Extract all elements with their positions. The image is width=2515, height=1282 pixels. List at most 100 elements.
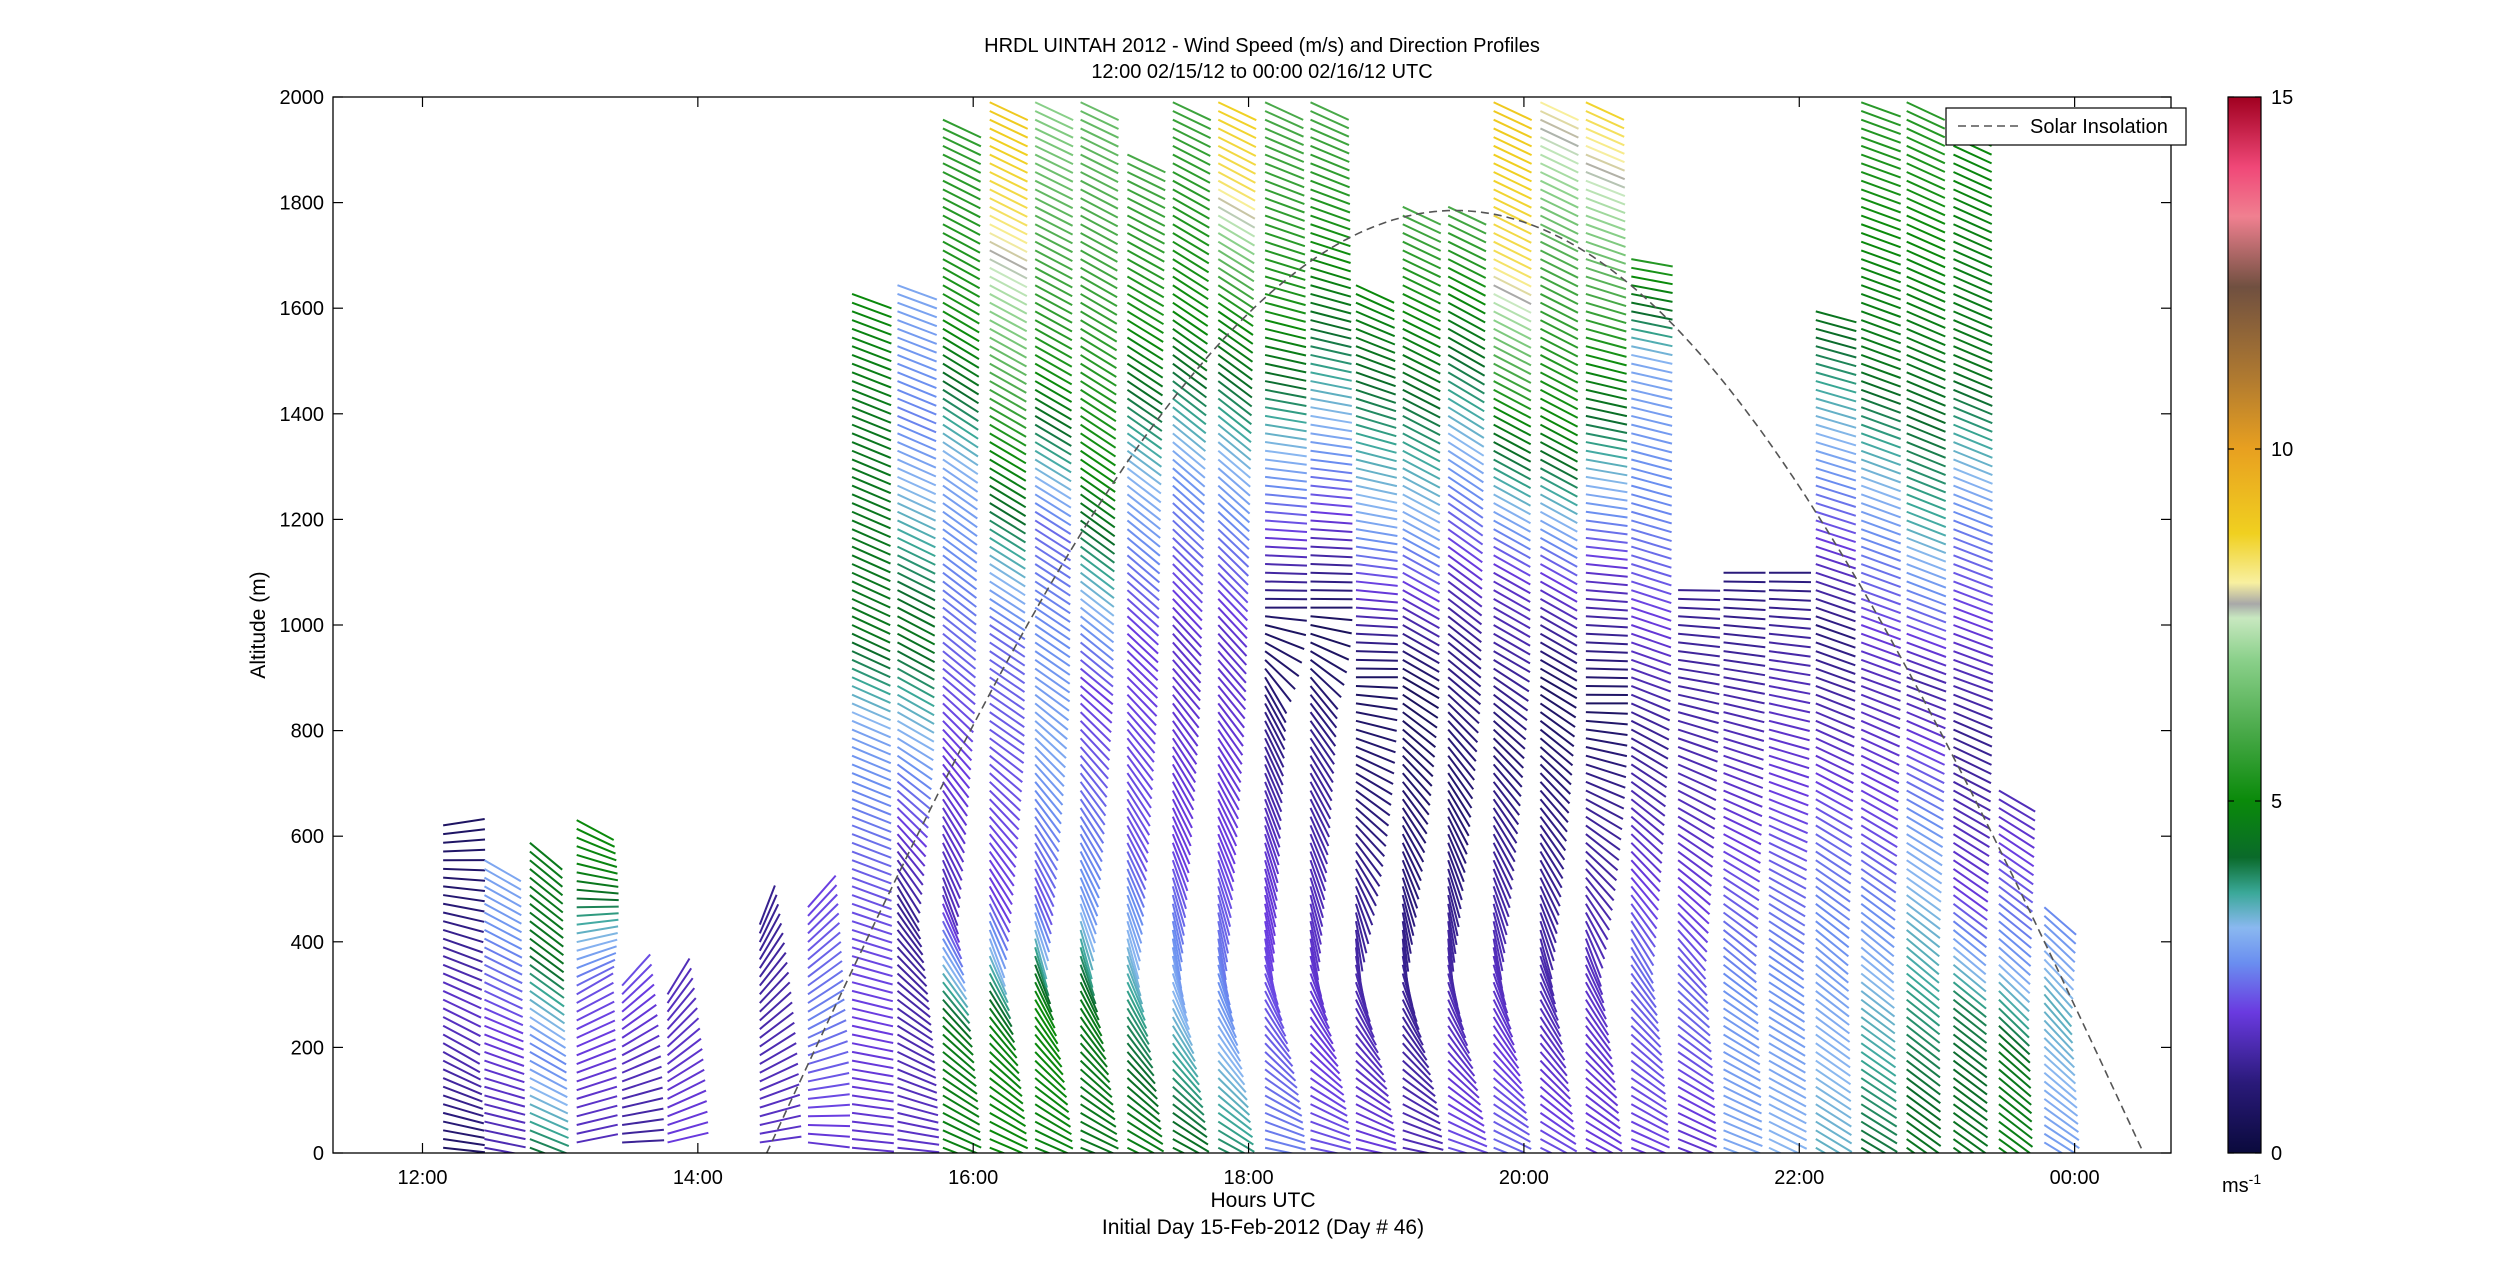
y-tick-label: 400 (291, 932, 324, 954)
wind-barb (1585, 1085, 1620, 1114)
wind-barb (989, 728, 1025, 755)
wind-barb (1677, 937, 1707, 972)
wind-barb (1492, 851, 1513, 890)
wind-barb (1815, 911, 1850, 939)
wind-barb (576, 932, 618, 944)
wind-barb (759, 1104, 801, 1118)
wind-barb (1860, 737, 1900, 757)
wind-barb (1860, 179, 1902, 197)
wind-barb (1539, 859, 1562, 898)
wind-barb (1447, 790, 1471, 828)
wind-barb (1631, 388, 1673, 401)
wind-barb (1539, 1112, 1576, 1138)
wind-barb (484, 1085, 526, 1100)
wind-barb (1355, 1103, 1394, 1125)
wind-barb (1217, 319, 1254, 345)
wind-barb (1447, 990, 1465, 1031)
wind-barb (1860, 197, 1902, 214)
wind-barb (897, 319, 938, 336)
wind-barb (1264, 641, 1303, 664)
wind-barb (1815, 1042, 1851, 1069)
wind-barb (621, 993, 656, 1022)
wind-barb (1402, 467, 1441, 489)
wind-barb (1034, 1129, 1074, 1150)
wind-barb (1585, 214, 1626, 231)
colorbar-tick-label: 5 (2271, 791, 2282, 813)
wind-barb (1631, 336, 1673, 348)
wind-barb (759, 1083, 800, 1100)
wind-barb (1310, 536, 1353, 542)
wind-barb (989, 763, 1023, 793)
wind-barb (1906, 388, 1946, 407)
wind-barb (1539, 406, 1579, 428)
wind-barb (1034, 171, 1074, 192)
wind-barb (1401, 938, 1408, 981)
wind-barb (1217, 214, 1256, 238)
wind-barb (1264, 162, 1305, 180)
wind-barb (1677, 964, 1708, 997)
wind-barb (1079, 711, 1112, 743)
wind-barb (1309, 694, 1338, 729)
wind-barb (1815, 1146, 1827, 1153)
wind-barb (529, 894, 564, 922)
wind-barb (851, 737, 892, 756)
wind-barb (1264, 432, 1307, 441)
wind-barb (1493, 110, 1533, 130)
wind-barb (1722, 1007, 1760, 1033)
wind-barb (1492, 868, 1511, 909)
wind-barb (1080, 240, 1118, 263)
wind-barb (1630, 946, 1654, 984)
wind-barb (1080, 354, 1117, 378)
wind-barb (1034, 545, 1072, 571)
wind-barb (1815, 719, 1855, 739)
wind-barb (1540, 153, 1579, 174)
wind-barb (1402, 711, 1437, 739)
wind-barb (1860, 441, 1902, 458)
wind-barb (1402, 1120, 1443, 1138)
wind-barb (988, 938, 1006, 979)
wind-barb (1677, 955, 1707, 988)
wind-barb (1952, 1024, 1988, 1053)
wind-barb (1264, 676, 1288, 715)
wind-barb (1815, 929, 1850, 958)
wind-barb (759, 1135, 802, 1144)
wind-barb (1172, 676, 1201, 711)
wind-barb (666, 1037, 702, 1065)
wind-barb (897, 1146, 940, 1153)
wind-barb (807, 1040, 848, 1057)
wind-barb (1906, 937, 1940, 967)
wind-barb (1539, 763, 1572, 795)
wind-barb (1034, 685, 1070, 712)
wind-barb (989, 754, 1023, 783)
wind-barb (1906, 719, 1946, 739)
wind-barb (851, 536, 891, 556)
wind-barb (1630, 580, 1672, 596)
wind-barb (1264, 284, 1306, 298)
wind-barb (1493, 136, 1533, 157)
wind-barb (1034, 502, 1072, 527)
wind-barb (1539, 772, 1571, 805)
wind-barb (1492, 824, 1516, 863)
wind-barb (1079, 755, 1109, 789)
wind-barb (1217, 1025, 1242, 1062)
wind-barb (1630, 972, 1657, 1009)
wind-barb (1355, 406, 1397, 421)
wind-barb (942, 667, 976, 697)
wind-barb (851, 937, 893, 952)
wind-barb (1079, 981, 1100, 1021)
wind-profile-column (1906, 101, 1947, 1153)
wind-barb (1126, 293, 1165, 317)
wind-barb (1171, 824, 1191, 865)
wind-barb (1172, 388, 1207, 417)
wind-barb (1217, 685, 1246, 720)
wind-barb (989, 641, 1026, 667)
wind-barb (1723, 1077, 1762, 1099)
wind-barb (1079, 693, 1113, 724)
wind-barb (1539, 824, 1566, 861)
wind-barb (988, 824, 1018, 859)
wind-barb (1630, 815, 1664, 845)
wind-barb (1034, 737, 1066, 769)
wind-barb (1585, 1146, 1599, 1153)
wind-barb (1492, 929, 1504, 972)
wind-barb (1998, 929, 2032, 958)
